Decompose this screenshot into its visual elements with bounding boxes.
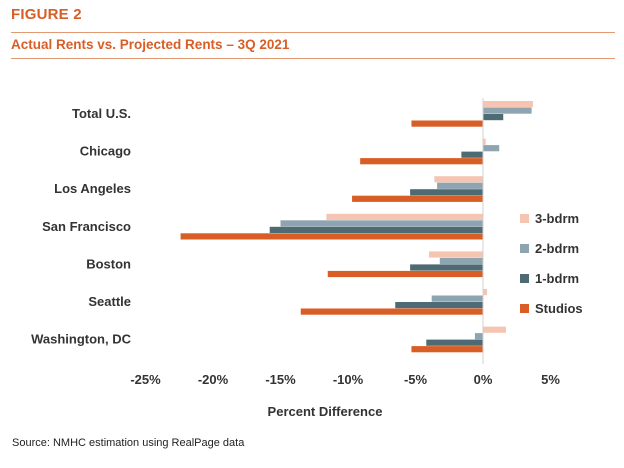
figure-label: FIGURE 2 — [11, 6, 82, 23]
header-rule-bottom — [11, 58, 615, 59]
bar-1-bdrm-boston — [410, 264, 483, 271]
legend-swatch-studios — [520, 304, 529, 313]
chart-title: Actual Rents vs. Projected Rents – 3Q 20… — [11, 37, 290, 52]
bar-studios-chicago — [360, 158, 483, 165]
bar-1-bdrm-san-francisco — [269, 226, 483, 233]
category-label: Chicago — [80, 144, 131, 159]
legend-label-3-bdrm: 3-bdrm — [535, 211, 579, 226]
bar-2-bdrm-san-francisco — [280, 220, 483, 227]
x-tick-label: -20% — [198, 372, 229, 387]
bar-2-bdrm-boston — [439, 257, 483, 265]
x-tick-label: 0% — [474, 372, 493, 387]
category-label: Boston — [86, 256, 131, 271]
x-tick-label: 5% — [541, 372, 560, 387]
bar-3-bdrm-san-francisco — [326, 213, 483, 220]
x-tick-label: -5% — [404, 372, 428, 387]
bar-1-bdrm-seattle — [395, 302, 483, 309]
bar-studios-boston — [327, 270, 483, 278]
bar-studios-seattle — [300, 308, 483, 315]
bar-2-bdrm-los-angeles — [437, 182, 483, 189]
bar-3-bdrm-seattle — [483, 289, 488, 296]
bar-3-bdrm-washington-dc — [483, 326, 506, 333]
legend-swatch-1-bdrm — [520, 274, 529, 283]
bar-1-bdrm-washington-dc — [426, 339, 483, 346]
bar-1-bdrm-chicago — [461, 151, 483, 158]
x-tick-label: -10% — [333, 372, 364, 387]
bar-3-bdrm-boston — [429, 251, 483, 258]
header-rule-top — [11, 32, 615, 33]
category-label: Seattle — [88, 294, 131, 309]
x-axis-label: Percent Difference — [268, 404, 383, 419]
bar-studios-washington-dc — [411, 346, 483, 353]
bar-1-bdrm-total-u-s- — [483, 114, 504, 121]
bar-3-bdrm-total-u-s- — [483, 101, 533, 108]
legend-label-1-bdrm: 1-bdrm — [535, 271, 579, 286]
source-note: Source: NMHC estimation using RealPage d… — [12, 437, 245, 449]
legend-label-2-bdrm: 2-bdrm — [535, 241, 579, 256]
category-label: Total U.S. — [72, 106, 131, 121]
x-tick-label: -25% — [130, 372, 161, 387]
bar-studios-los-angeles — [352, 195, 483, 202]
bar-studios-total-u-s- — [411, 120, 483, 127]
category-label: Washington, DC — [31, 332, 132, 347]
category-label: Los Angeles — [54, 181, 131, 196]
bar-1-bdrm-los-angeles — [410, 189, 483, 196]
category-label: San Francisco — [42, 219, 131, 234]
bar-3-bdrm-los-angeles — [434, 176, 483, 183]
legend-label-studios: Studios — [535, 301, 583, 316]
bar-2-bdrm-total-u-s- — [483, 107, 532, 114]
bar-3-bdrm-chicago — [483, 138, 486, 145]
bar-2-bdrm-seattle — [431, 295, 483, 302]
legend-swatch-2-bdrm — [520, 244, 529, 253]
bar-2-bdrm-chicago — [483, 145, 500, 152]
bar-studios-san-francisco — [180, 233, 483, 240]
x-tick-label: -15% — [265, 372, 296, 387]
legend-swatch-3-bdrm — [520, 214, 529, 223]
bar-2-bdrm-washington-dc — [474, 333, 483, 340]
bar-chart: Total U.S. Chicago Los Angeles San Francisc… — [31, 98, 583, 419]
